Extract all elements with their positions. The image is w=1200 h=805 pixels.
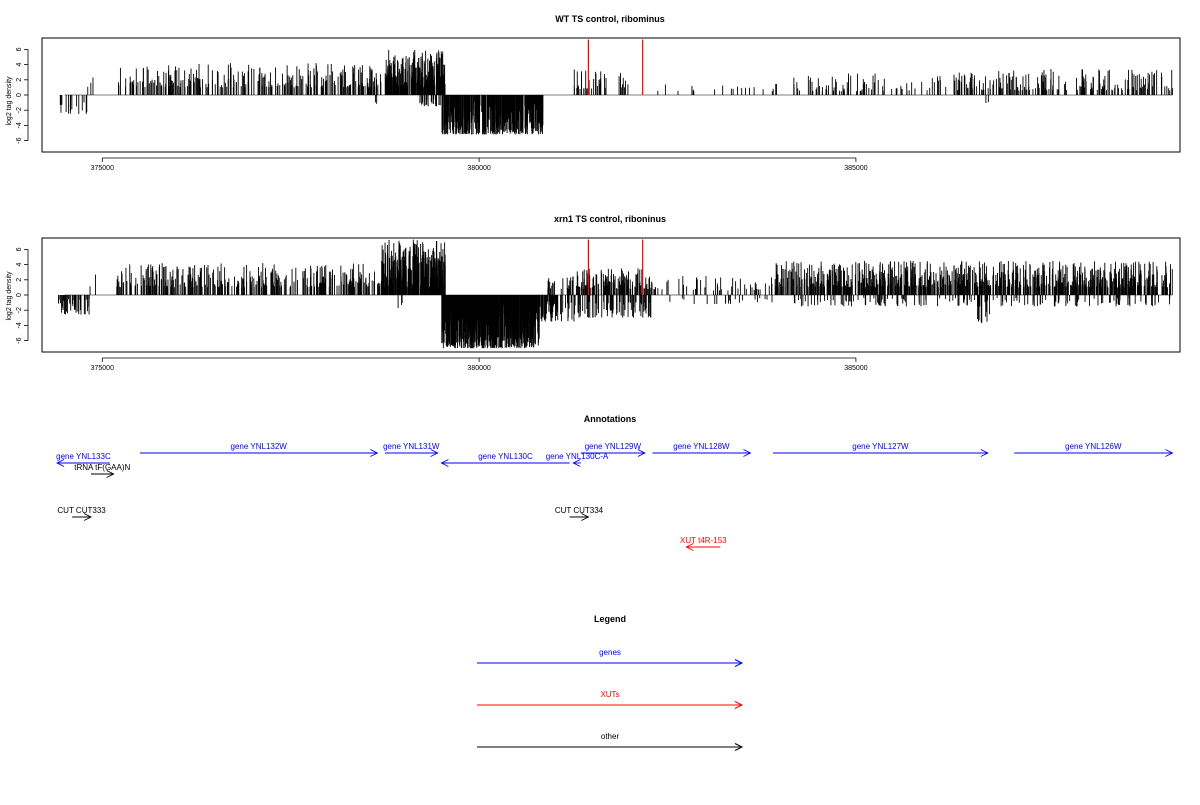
x-tick-label: 385000 xyxy=(844,165,867,172)
legend: Legend genes XUTs other xyxy=(477,614,744,751)
legend-arrowhead xyxy=(734,659,744,667)
x-tick-label: 375000 xyxy=(91,165,114,172)
highlight-markers xyxy=(587,239,644,295)
annotation-feature: XUT t4R-153 xyxy=(680,536,727,551)
feature-arrowhead xyxy=(572,459,581,467)
legend-entry: genes xyxy=(477,648,744,667)
feature-label: gene YNL128W xyxy=(673,442,730,451)
feature-label: gene YNL127W xyxy=(852,442,909,451)
legend-label: genes xyxy=(599,648,621,657)
track-panel-wt: WT TS control, ribominus log2 tag densit… xyxy=(6,14,1181,172)
annotation-feature: gene YNL130C-A xyxy=(546,452,609,467)
density-bars xyxy=(59,49,1173,135)
feature-label: CUT CUT334 xyxy=(555,506,604,515)
y-tick-label: 2 xyxy=(16,278,23,282)
highlight-markers xyxy=(587,39,644,95)
x-tick-label: 380000 xyxy=(467,165,490,172)
y-tick-label: 2 xyxy=(16,78,23,82)
y-tick-label: 0 xyxy=(16,93,23,97)
feature-arrowhead xyxy=(581,513,590,521)
annotation-feature: gene YNL131W xyxy=(383,442,440,457)
y-tick-label: -4 xyxy=(16,322,23,328)
legend-entry: other xyxy=(477,732,744,751)
legend-entries: genes XUTs other xyxy=(477,648,744,751)
legend-entry: XUTs xyxy=(477,690,744,709)
feature-arrowhead xyxy=(1165,449,1174,457)
legend-title: Legend xyxy=(594,614,626,624)
y-axis-label: log2 tag density xyxy=(6,76,13,126)
feature-arrowhead xyxy=(980,449,989,457)
x-axis: 375000 380000 385000 xyxy=(91,357,868,372)
density-bars xyxy=(58,239,1173,349)
legend-arrowhead xyxy=(734,701,744,709)
annotation-feature: gene YNL128W xyxy=(652,442,752,457)
panel-title: xrn1 TS control, riboninus xyxy=(554,214,666,224)
y-axis: -6 -4 -2 0 2 4 6 xyxy=(16,247,29,344)
x-tick-label: 380000 xyxy=(467,365,490,372)
annotations-title: Annotations xyxy=(584,414,637,424)
feature-arrowhead xyxy=(430,449,439,457)
feature-label: gene YNL129W xyxy=(585,442,642,451)
y-tick-label: 4 xyxy=(16,263,23,267)
annotation-feature: gene YNL127W xyxy=(773,442,989,457)
y-tick-label: 6 xyxy=(16,47,23,51)
feature-label: gene YNL131W xyxy=(383,442,440,451)
y-tick-label: -6 xyxy=(16,137,23,143)
panel-title: WT TS control, ribominus xyxy=(555,14,665,24)
annotation-feature: CUT CUT334 xyxy=(555,506,604,521)
annotation-feature: gene YNL132W xyxy=(139,442,379,457)
annotation-feature: CUT CUT333 xyxy=(57,506,106,521)
feature-label: gene YNL126W xyxy=(1065,442,1122,451)
annotation-items: gene YNL133C tRNA tF(GAA)N gene YNL132W gen… xyxy=(56,442,1174,551)
plot-frame xyxy=(41,237,1181,353)
y-tick-label: -2 xyxy=(16,107,23,113)
annotation-feature: gene YNL126W xyxy=(1014,442,1174,457)
y-tick-label: -2 xyxy=(16,307,23,313)
y-axis: -6 -4 -2 0 2 4 6 xyxy=(16,47,29,144)
x-tick-label: 385000 xyxy=(844,365,867,372)
plot-frame xyxy=(41,37,1181,153)
legend-arrowhead xyxy=(734,743,744,751)
feature-arrowhead xyxy=(440,459,449,467)
y-tick-label: 6 xyxy=(16,247,23,251)
feature-label: tRNA tF(GAA)N xyxy=(74,463,130,472)
feature-label: gene YNL132W xyxy=(231,442,288,451)
annotation-feature: tRNA tF(GAA)N xyxy=(74,463,131,478)
annotation-feature: gene YNL130C xyxy=(440,452,570,467)
feature-arrowhead xyxy=(83,513,92,521)
y-tick-label: 4 xyxy=(16,63,23,67)
legend-label: other xyxy=(601,732,620,741)
legend-label: XUTs xyxy=(600,690,619,699)
feature-arrowhead xyxy=(743,449,752,457)
y-tick-label: -4 xyxy=(16,122,23,128)
annotation-feature: gene YNL133C xyxy=(56,452,111,467)
feature-label: CUT CUT333 xyxy=(57,506,106,515)
y-tick-label: -6 xyxy=(16,337,23,343)
feature-label: XUT t4R-153 xyxy=(680,536,727,545)
feature-arrowhead xyxy=(56,459,65,467)
feature-label: gene YNL130C xyxy=(478,452,533,461)
feature-arrowhead xyxy=(370,449,379,457)
y-tick-label: 0 xyxy=(16,293,23,297)
feature-arrowhead xyxy=(685,543,694,551)
track-panel-xrn1: xrn1 TS control, riboninus log2 tag dens… xyxy=(6,214,1181,372)
feature-label: gene YNL133C xyxy=(56,452,111,461)
feature-arrowhead xyxy=(637,449,646,457)
feature-arrowhead xyxy=(106,470,115,478)
x-axis: 375000 380000 385000 xyxy=(91,157,868,172)
x-tick-label: 375000 xyxy=(91,365,114,372)
annotation-feature: gene YNL129W xyxy=(580,442,646,457)
y-axis-label: log2 tag density xyxy=(6,271,13,321)
feature-label: gene YNL130C-A xyxy=(546,452,609,461)
